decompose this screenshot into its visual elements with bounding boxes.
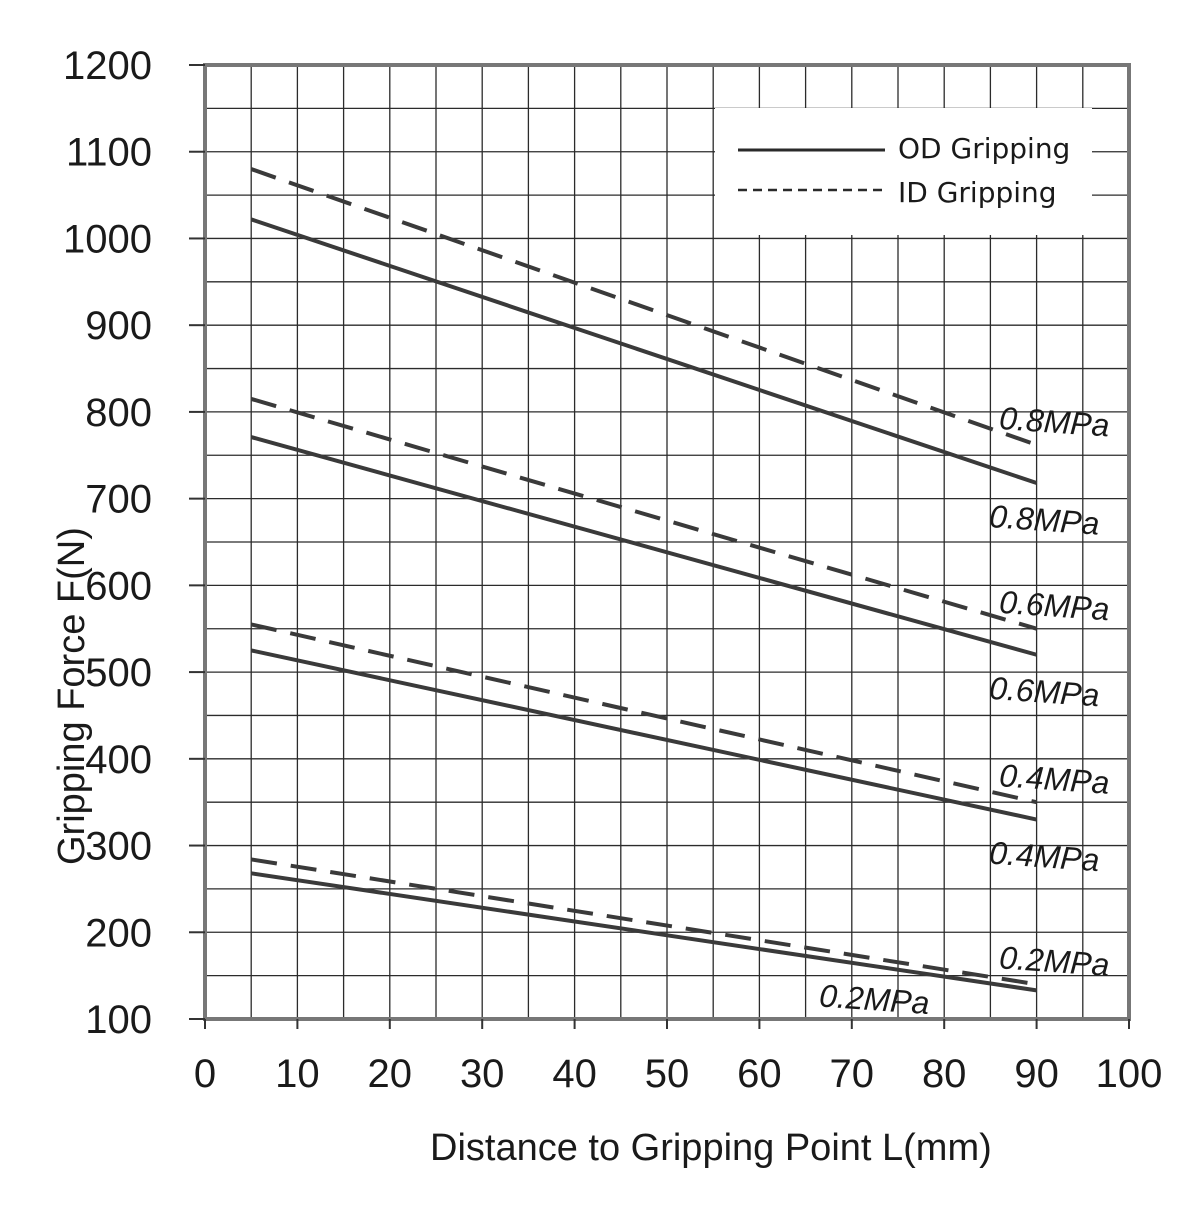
legend-label-od: OD Gripping (898, 132, 1070, 165)
series-label: 0.6MPa (988, 670, 1101, 714)
series-label: 0.4MPa (998, 757, 1111, 801)
x-tick-label: 40 (552, 1052, 597, 1096)
x-tick-label: 50 (645, 1052, 690, 1096)
x-tick-label: 70 (830, 1052, 875, 1096)
od-line-04mpa (250, 648, 1038, 822)
x-tick-label: 60 (737, 1052, 782, 1096)
x-tick-label: 30 (460, 1052, 505, 1096)
y-tick-label: 600 (85, 564, 152, 608)
y-tick-label: 200 (85, 911, 152, 955)
x-tick-label: 80 (922, 1052, 967, 1096)
y-tick-label: 500 (85, 651, 152, 695)
x-tick-label: 100 (1096, 1052, 1163, 1096)
x-tick-label: 10 (275, 1052, 320, 1096)
axis-ticks: 0 10 20 30 40 50 60 70 80 90 100 100 200 300 400 500 600… (63, 44, 1162, 1096)
id-line-02mpa (250, 857, 1037, 987)
series-label: 0.6MPa (998, 584, 1111, 628)
id-line-06mpa (250, 396, 1038, 631)
series-labels: 0.8MPa 0.8MPa 0.6MPa 0.6MPa 0.4MPa 0.4MPa 0.2M… (818, 400, 1111, 1021)
y-tick-label: 1200 (63, 44, 152, 88)
legend-box (715, 108, 1092, 235)
y-tick-label: 400 (85, 738, 152, 782)
series-label: 0.4MPa (988, 835, 1101, 879)
x-tick-label: 90 (1014, 1052, 1059, 1096)
y-tick-label: 700 (85, 478, 152, 522)
legend: OD Gripping ID Gripping (715, 108, 1092, 235)
y-tick-label: 1100 (66, 131, 152, 175)
id-line-08mpa (250, 167, 1038, 447)
y-axis-title: Gripping Force F(N) (51, 527, 93, 865)
y-tick-label: 300 (85, 825, 152, 869)
id-line-04mpa (250, 622, 1038, 805)
od-line-06mpa (250, 435, 1038, 657)
series-label: 0.8MPa (988, 498, 1101, 542)
x-tick-label: 20 (368, 1052, 413, 1096)
series-lines (250, 167, 1038, 993)
series-label: 0.2MPa (998, 939, 1111, 983)
y-tick-label: 100 (85, 998, 152, 1042)
series-label: 0.2MPa (818, 977, 931, 1021)
series-label: 0.8MPa (998, 400, 1111, 444)
x-tick-label: 0 (194, 1052, 216, 1096)
y-tick-label: 800 (85, 391, 152, 435)
x-axis-title: Distance to Gripping Point L(mm) (430, 1127, 992, 1169)
legend-label-id: ID Gripping (898, 176, 1057, 209)
od-line-02mpa (250, 871, 1037, 993)
y-tick-label: 900 (85, 304, 152, 348)
y-tick-label: 1000 (63, 217, 152, 261)
od-line-08mpa (250, 217, 1038, 485)
